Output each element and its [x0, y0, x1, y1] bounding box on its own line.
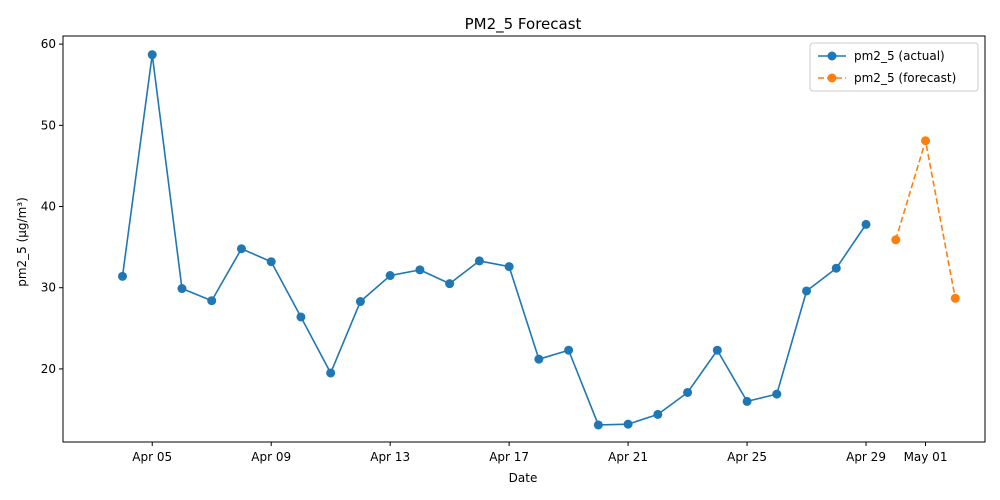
y-tick-label: 20 [41, 362, 56, 376]
data-point [802, 286, 812, 296]
data-point [236, 244, 246, 254]
data-point [177, 284, 187, 294]
series-forecast [891, 136, 960, 303]
data-point [296, 312, 306, 322]
data-point [117, 271, 127, 281]
data-point [355, 297, 365, 307]
x-tick-label: Apr 25 [727, 450, 767, 464]
data-point [415, 265, 425, 275]
data-point [564, 345, 574, 355]
y-tick-label: 40 [41, 200, 56, 214]
data-point [147, 50, 157, 60]
legend: pm2_5 (actual) pm2_5 (forecast) [809, 42, 979, 92]
data-point [623, 419, 633, 429]
data-point [474, 256, 484, 266]
data-point [772, 389, 782, 399]
x-axis: Apr 05 Apr 09 Apr 13 Apr 17 Apr 21 Apr 25 Apr … [132, 442, 947, 464]
data-point [712, 345, 722, 355]
data-point [207, 296, 217, 306]
data-point [921, 136, 931, 146]
legend-marker [827, 73, 837, 83]
data-point [445, 279, 455, 289]
plot-frame [62, 35, 986, 443]
x-tick-label: Apr 17 [489, 450, 529, 464]
data-point [385, 271, 395, 281]
y-tick-label: 50 [41, 118, 56, 132]
data-point [266, 257, 276, 267]
x-axis-label: Date [509, 471, 538, 485]
data-point [653, 409, 663, 419]
x-tick-label: Apr 09 [251, 450, 291, 464]
data-point [534, 354, 544, 364]
chart-title: PM2_5 Forecast [465, 15, 582, 34]
data-point [861, 219, 871, 229]
legend-label: pm2_5 (actual) [854, 49, 945, 63]
series-line [895, 139, 957, 299]
plot-area [62, 35, 986, 443]
data-point [504, 262, 514, 272]
y-axis-label: pm2_5 (µg/m³) [15, 197, 29, 287]
y-axis: 20 30 40 50 60 [41, 37, 63, 376]
x-tick-label: Apr 29 [846, 450, 886, 464]
x-tick-label: Apr 21 [608, 450, 648, 464]
x-tick-label: May 01 [904, 450, 948, 464]
series-line [121, 53, 867, 426]
y-tick-label: 30 [41, 281, 56, 295]
data-point [950, 293, 960, 303]
series-actual [117, 50, 871, 430]
data-point [593, 420, 603, 430]
legend-box [809, 42, 979, 92]
x-tick-label: Apr 05 [132, 450, 172, 464]
legend-label: pm2_5 (forecast) [854, 71, 956, 85]
y-tick-label: 60 [41, 37, 56, 51]
data-point [683, 387, 693, 397]
series-layer [117, 50, 960, 430]
data-point [891, 235, 901, 245]
legend-marker [827, 51, 837, 61]
data-point [742, 396, 752, 406]
x-tick-label: Apr 13 [370, 450, 410, 464]
data-point [831, 263, 841, 273]
data-point [326, 368, 336, 378]
